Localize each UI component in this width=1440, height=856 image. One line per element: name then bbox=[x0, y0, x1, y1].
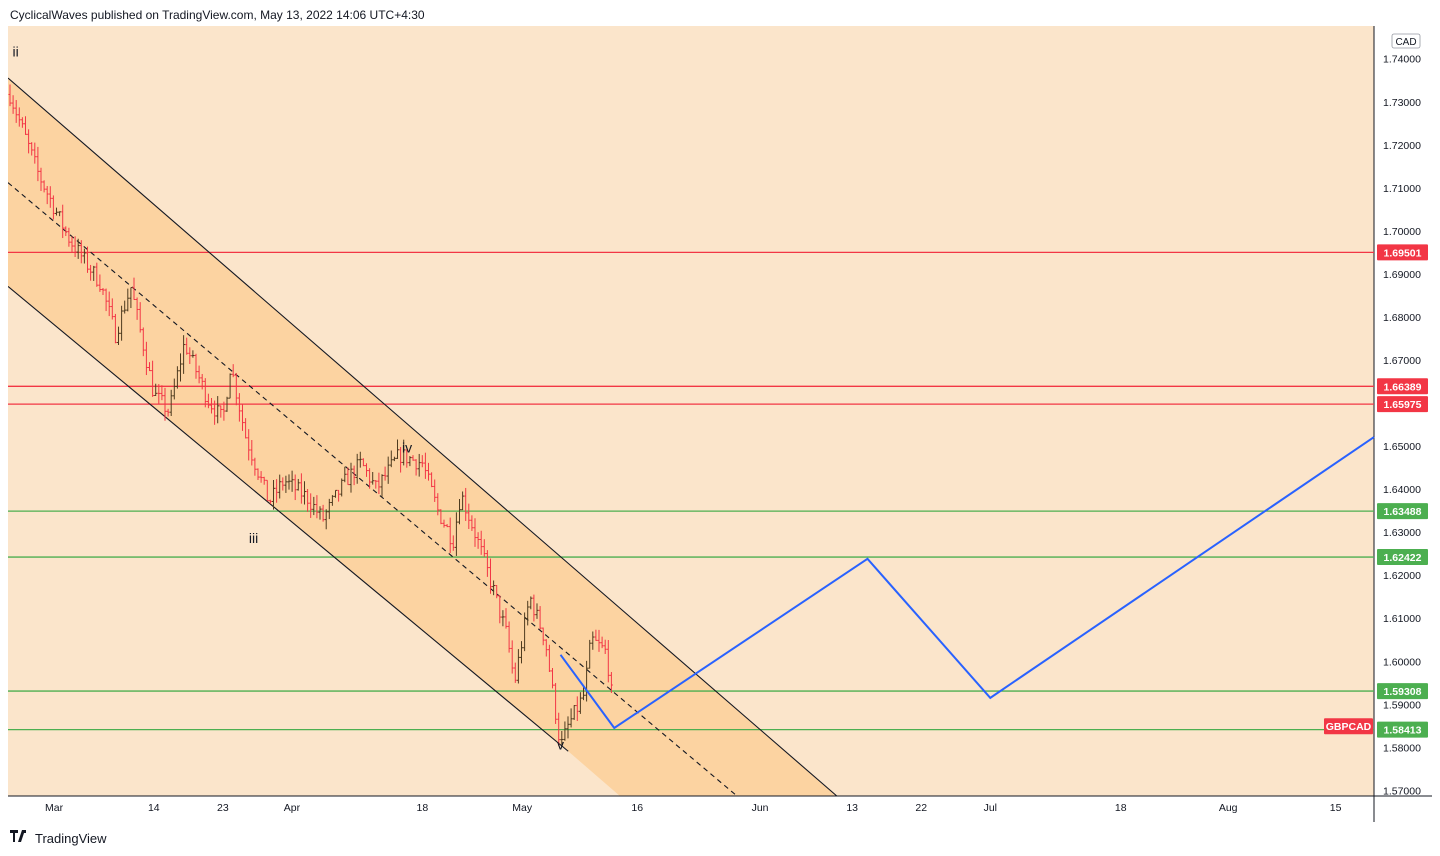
price-tick-label: 1.73000 bbox=[1383, 97, 1421, 109]
publisher-line: CyclicalWaves published on TradingView.c… bbox=[10, 8, 425, 22]
footer: TradingView bbox=[10, 829, 107, 847]
price-tick-label: 1.67000 bbox=[1383, 355, 1421, 367]
time-axis[interactable]: Mar 14 23 Apr 18 May 16 Jun 13 22 Jul 18 Aug 15 bbox=[45, 802, 1342, 814]
price-tick-label: 1.59000 bbox=[1383, 699, 1421, 711]
price-tick-label: 1.71000 bbox=[1383, 183, 1421, 195]
level-tag-text: 1.58413 bbox=[1384, 725, 1422, 737]
level-price-labels: 1.69501 1.66389 1.65975 1.63488 1.62422 1.593… bbox=[1324, 244, 1428, 738]
price-tick-label: 1.68000 bbox=[1383, 312, 1421, 324]
price-tick-label: 1.65000 bbox=[1383, 441, 1421, 453]
currency-badge-box bbox=[1391, 33, 1421, 49]
price-tick-label: 1.70000 bbox=[1383, 226, 1421, 238]
wave-label-iv: iv bbox=[402, 440, 412, 456]
horizontal-levels[interactable] bbox=[8, 251, 1374, 731]
symbol-tag-text: GBPCAD bbox=[1326, 721, 1372, 733]
wave-label-iii: iii bbox=[249, 530, 258, 546]
time-tick-label: 18 bbox=[417, 802, 429, 814]
price-tick-label: 1.62000 bbox=[1383, 570, 1421, 582]
price-tick-label: 1.57000 bbox=[1383, 785, 1421, 797]
tradingview-brand: TradingView bbox=[35, 830, 107, 846]
time-tick-label: 13 bbox=[846, 802, 858, 814]
level-tag-text: 1.69501 bbox=[1384, 247, 1422, 259]
wave-label-v: v bbox=[557, 737, 564, 753]
time-tick-label: 18 bbox=[1115, 802, 1127, 814]
time-tick-label: Mar bbox=[45, 802, 64, 814]
tradingview-logo-icon bbox=[10, 829, 30, 847]
level-tag-text: 1.66389 bbox=[1384, 381, 1422, 393]
price-tick-label: 1.69000 bbox=[1383, 269, 1421, 281]
channel-middle-line[interactable] bbox=[7, 182, 738, 797]
price-tick-label: 1.60000 bbox=[1383, 656, 1421, 668]
channel-lower-line[interactable] bbox=[7, 285, 569, 752]
channel-upper-line[interactable] bbox=[7, 77, 838, 797]
level-tag-text: 1.62422 bbox=[1384, 552, 1422, 564]
wave-label-ii: ii bbox=[13, 44, 19, 60]
level-tag-text: 1.59308 bbox=[1384, 686, 1422, 698]
time-tick-label: Aug bbox=[1219, 802, 1238, 814]
price-tick-label: 1.63000 bbox=[1383, 527, 1421, 539]
time-tick-label: May bbox=[512, 802, 533, 814]
level-tag-1.59308 bbox=[1377, 683, 1428, 700]
time-tick-label: 16 bbox=[631, 802, 643, 814]
price-axis[interactable]: 1.74000 1.73000 1.72000 1.71000 1.70000 1.690… bbox=[1383, 54, 1421, 798]
currency-badge: CAD bbox=[1391, 33, 1421, 49]
time-tick-label: 14 bbox=[148, 802, 160, 814]
projection-zigzag-line[interactable] bbox=[559, 436, 1375, 730]
level-tag-text: 1.65975 bbox=[1384, 399, 1422, 411]
price-tick-label: 1.64000 bbox=[1383, 484, 1421, 496]
price-tick-label: 1.72000 bbox=[1383, 140, 1421, 152]
symbol-tag bbox=[1324, 718, 1373, 735]
axes bbox=[8, 26, 1432, 822]
time-tick-label: 15 bbox=[1330, 802, 1342, 814]
level-tag-text: 1.63488 bbox=[1384, 506, 1422, 518]
time-tick-label: Apr bbox=[284, 802, 301, 814]
price-chart[interactable]: ii iii iv v CAD 1.74000 1.73000 1.72000 1.7100… bbox=[7, 26, 1432, 822]
level-tag-1.69501 bbox=[1377, 244, 1428, 261]
time-tick-label: 23 bbox=[217, 802, 229, 814]
candles bbox=[8, 84, 613, 746]
price-tick-label: 1.58000 bbox=[1383, 742, 1421, 754]
time-tick-label: 22 bbox=[915, 802, 927, 814]
level-tag-1.66389 bbox=[1377, 378, 1428, 395]
currency-badge-text: CAD bbox=[1395, 37, 1416, 48]
level-tag-1.62422 bbox=[1377, 549, 1428, 566]
level-tag-1.65975 bbox=[1377, 396, 1428, 413]
level-tag-1.63488 bbox=[1377, 503, 1428, 520]
price-tick-label: 1.74000 bbox=[1383, 54, 1421, 66]
level-tag-1.58413 bbox=[1377, 721, 1428, 738]
time-tick-label: Jun bbox=[752, 802, 769, 814]
price-tick-label: 1.61000 bbox=[1383, 613, 1421, 625]
channel-lines[interactable] bbox=[7, 77, 838, 797]
time-tick-label: Jul bbox=[984, 802, 997, 814]
projection-path[interactable] bbox=[559, 436, 1375, 730]
